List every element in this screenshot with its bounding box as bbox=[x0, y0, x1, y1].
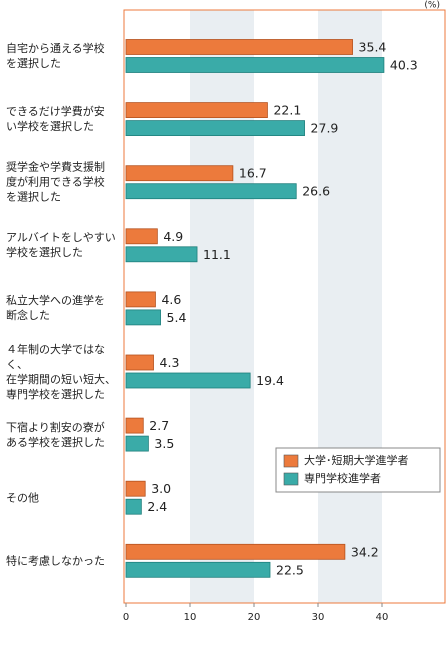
plot-frame bbox=[123, 9, 446, 604]
bar bbox=[125, 102, 268, 118]
value-label: 4.6 bbox=[161, 292, 181, 307]
category-label: できるだけ学費が安 い学校を選択した bbox=[6, 105, 105, 134]
category-label: 私立大学への進学を 断念した bbox=[6, 294, 105, 323]
bar bbox=[125, 498, 142, 515]
value-label: 19.4 bbox=[256, 373, 284, 388]
bar bbox=[125, 354, 154, 371]
value-label: 2.7 bbox=[149, 418, 169, 433]
value-label: 5.4 bbox=[167, 310, 187, 325]
value-label: 34.2 bbox=[351, 544, 379, 559]
legend-label: 専門学校進学者 bbox=[304, 471, 381, 485]
value-label: 35.4 bbox=[359, 40, 387, 55]
value-label: 4.3 bbox=[160, 355, 180, 370]
x-tick-label: 40 bbox=[376, 612, 389, 623]
bar bbox=[125, 372, 251, 389]
unit-label: (%) bbox=[424, 1, 440, 11]
bar bbox=[125, 57, 385, 73]
category-label: 自宅から通える学校 を選択した bbox=[6, 42, 105, 70]
x-tick-label: 10 bbox=[184, 612, 197, 623]
value-label: 2.4 bbox=[147, 499, 167, 514]
value-label: 22.1 bbox=[273, 103, 301, 118]
category-label: アルバイトをしやすい 学校を選択した bbox=[6, 231, 116, 260]
category-label: 下宿より割安の寮が ある学校を選択した bbox=[6, 420, 105, 449]
bar bbox=[125, 435, 149, 452]
value-label: 11.1 bbox=[203, 247, 231, 262]
category-label: その他 bbox=[6, 491, 39, 505]
bar bbox=[125, 417, 144, 434]
value-label: 3.5 bbox=[154, 436, 174, 451]
value-label: 22.5 bbox=[276, 562, 304, 577]
bar bbox=[125, 246, 198, 263]
legend-swatch bbox=[283, 472, 299, 486]
value-label: 4.9 bbox=[163, 229, 183, 244]
legend-swatch bbox=[283, 454, 299, 468]
bar bbox=[125, 165, 234, 182]
bar bbox=[125, 39, 353, 55]
bar bbox=[125, 480, 146, 497]
bar bbox=[125, 183, 297, 200]
value-label: 26.6 bbox=[302, 184, 330, 199]
x-tick-label: 30 bbox=[312, 612, 325, 623]
value-label: 27.9 bbox=[311, 121, 339, 136]
category-label: 特に考慮しなかった bbox=[6, 554, 105, 568]
legend-box bbox=[275, 447, 441, 493]
bar bbox=[125, 561, 271, 578]
bar bbox=[125, 543, 346, 560]
x-tick-label: 0 bbox=[123, 612, 129, 623]
bar bbox=[125, 228, 158, 245]
bar bbox=[125, 120, 305, 136]
band bbox=[318, 10, 382, 603]
category-label: ４年制の大学ではなく、 在学期間の短い短大、 専門学校を選択した bbox=[6, 342, 116, 401]
x-tick-label: 20 bbox=[248, 612, 261, 623]
bar bbox=[125, 291, 156, 308]
value-label: 3.0 bbox=[151, 481, 171, 496]
legend-label: 大学･短期大学進学者 bbox=[304, 453, 409, 467]
value-label: 16.7 bbox=[239, 166, 267, 181]
band bbox=[190, 10, 254, 603]
value-label: 40.3 bbox=[390, 58, 418, 73]
category-label: 奨学金や学費支援制 度が利用できる学校 を選択した bbox=[6, 160, 105, 204]
bar bbox=[125, 309, 161, 326]
